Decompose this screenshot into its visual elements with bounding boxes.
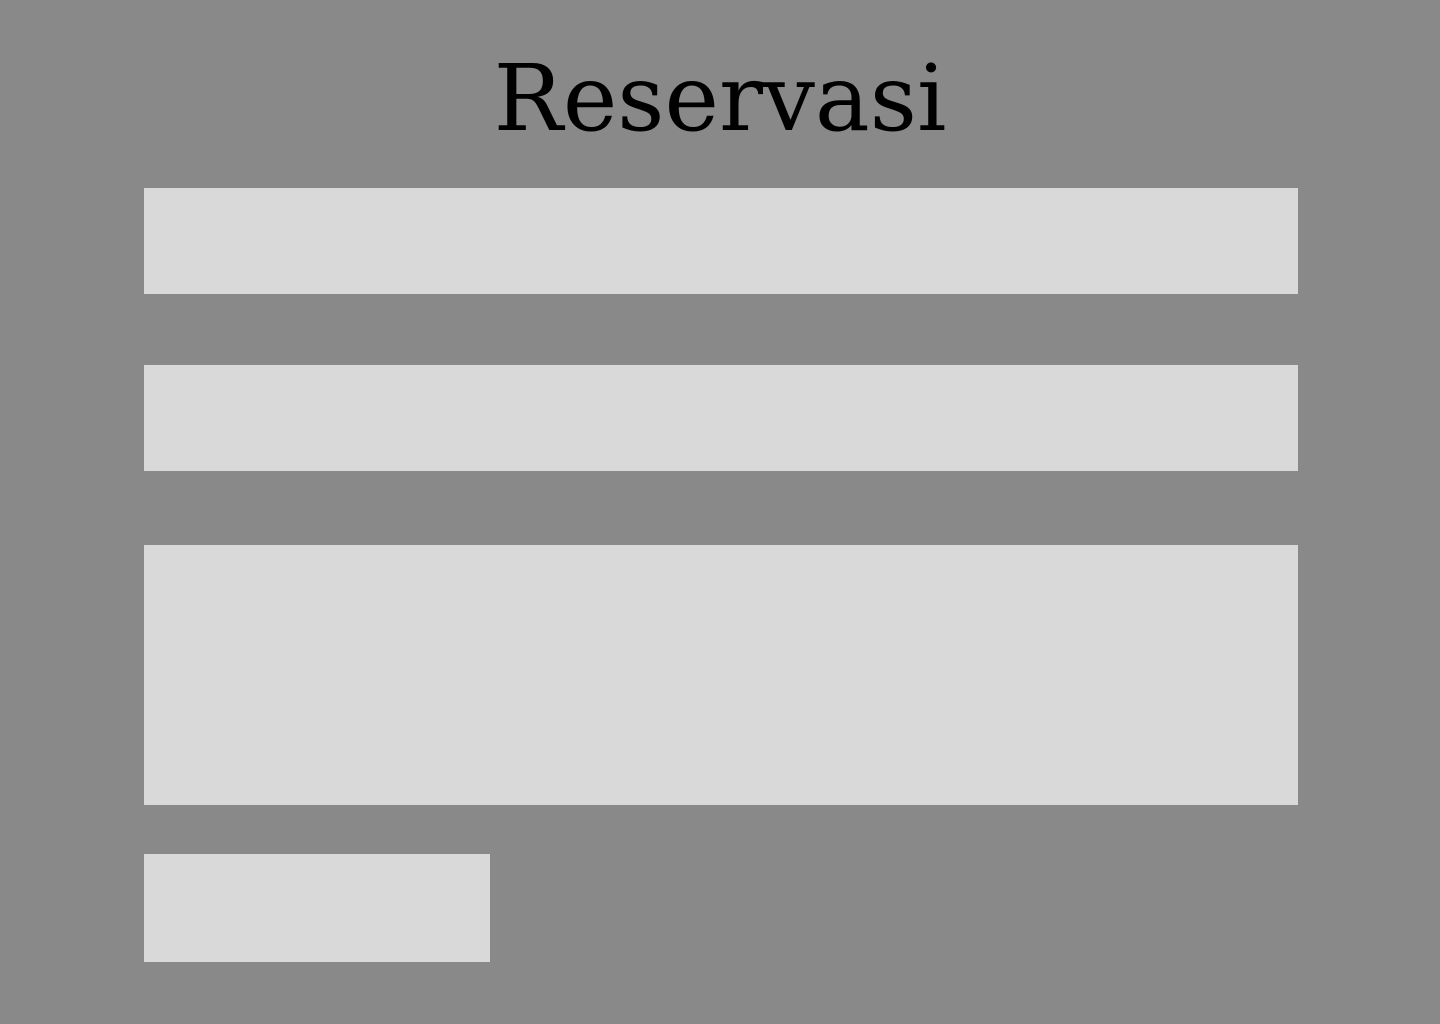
page-title: Reservasi — [493, 45, 947, 152]
reservation-input-2[interactable] — [144, 365, 1298, 471]
reservation-message-textarea[interactable] — [144, 545, 1298, 805]
reservation-input-1[interactable] — [144, 188, 1298, 294]
submit-button[interactable] — [144, 854, 490, 962]
